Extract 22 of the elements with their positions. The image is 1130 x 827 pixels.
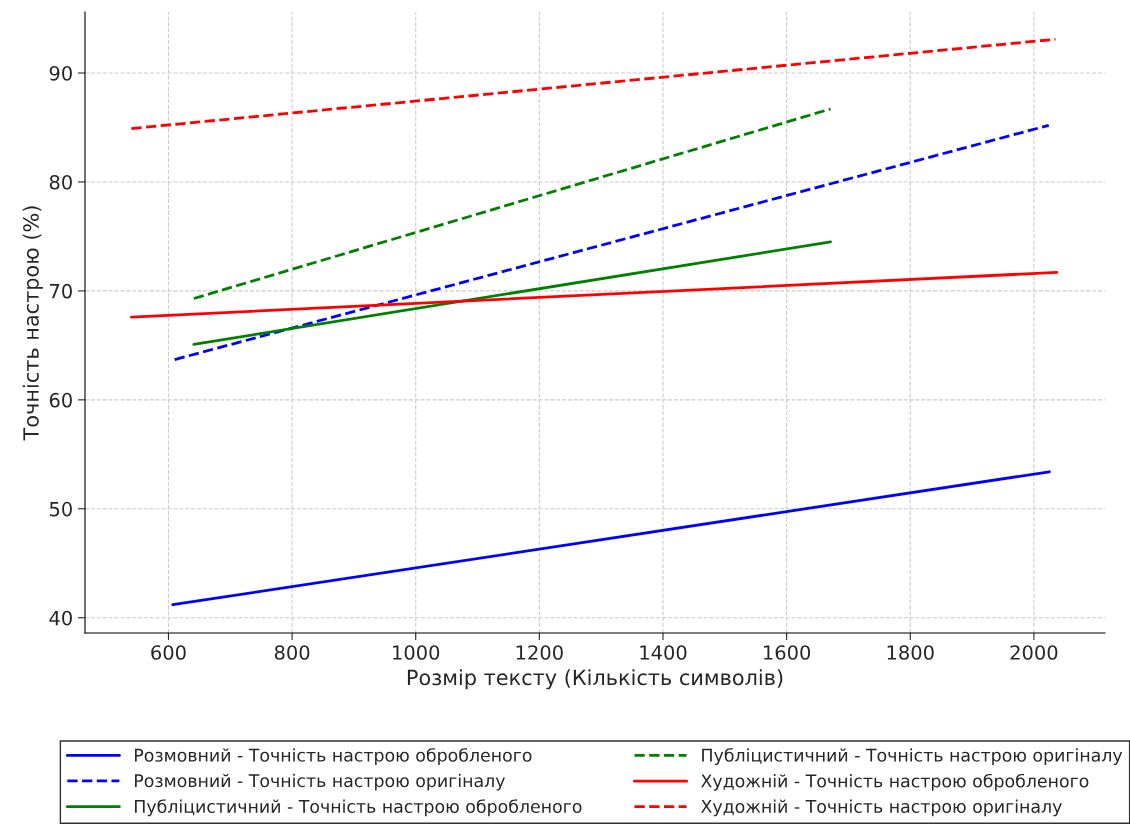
legend-label: Публіцистичний - Точність настрою обробленого <box>135 799 582 817</box>
legend-label: Художній - Точність настрою оригіналу <box>701 799 1062 817</box>
y-tick-label: 60 <box>49 392 72 408</box>
y-tick-label: 90 <box>49 65 72 81</box>
x-tick-label: 2000 <box>1010 645 1058 660</box>
legend-label: Публіцистичний - Точність настрою оригіналу <box>702 747 1123 766</box>
x-tick-label: 1400 <box>640 645 687 660</box>
y-tick-label: 40 <box>49 610 72 626</box>
y-tick-label: 50 <box>49 501 72 517</box>
x-tick-label: 1200 <box>516 645 563 660</box>
x-tick-label: 1600 <box>764 645 811 660</box>
x-tick-label: 600 <box>151 645 186 660</box>
x-tick-label: 1800 <box>887 645 934 660</box>
x-axis-title: Розмір тексту (Кількість символів) <box>407 669 783 690</box>
x-tick-label: 1000 <box>393 645 440 660</box>
y-tick-label: 80 <box>49 174 72 190</box>
y-axis-title: Точність настрою (%) <box>22 206 43 441</box>
legend-label: Розмовний - Точність настрою обробленого <box>135 747 532 766</box>
y-tick-label: 70 <box>50 283 72 299</box>
x-tick-label: 800 <box>274 645 310 660</box>
legend-label: Художній - Точність настрою обробленого <box>701 773 1089 791</box>
legend-label: Розмовний - Точність настрою оригіналу <box>135 773 505 791</box>
